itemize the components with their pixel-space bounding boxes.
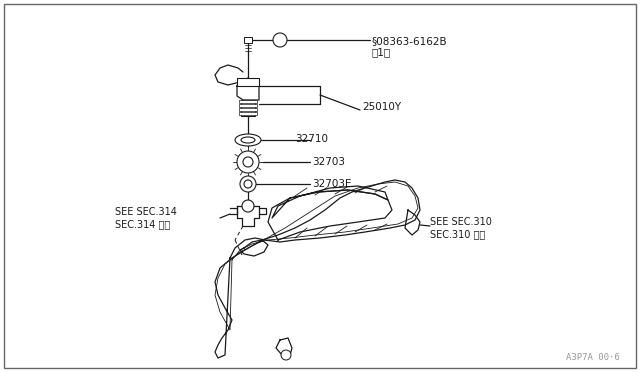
Bar [239, 100, 257, 103]
Circle shape [237, 151, 259, 173]
Text: SEE SEC.310: SEE SEC.310 [430, 217, 492, 227]
Bar [237, 78, 259, 86]
Text: §08363-6162B
（1）: §08363-6162B （1） [372, 36, 447, 58]
Bar [241, 100, 255, 116]
Bar [239, 108, 257, 111]
Text: SEE SEC.314: SEE SEC.314 [115, 207, 177, 217]
Circle shape [244, 180, 252, 188]
Circle shape [242, 200, 254, 212]
Ellipse shape [241, 137, 255, 143]
Ellipse shape [235, 134, 261, 146]
Text: S: S [277, 35, 283, 45]
Circle shape [243, 157, 253, 167]
Bar [244, 37, 252, 43]
Text: A3P7A 00·6: A3P7A 00·6 [566, 353, 620, 362]
Text: SEC.310 参照: SEC.310 参照 [430, 229, 485, 239]
Bar [239, 104, 257, 107]
Circle shape [273, 33, 287, 47]
Text: 25010Y: 25010Y [362, 102, 401, 112]
Text: 32703E: 32703E [312, 179, 351, 189]
Circle shape [240, 176, 256, 192]
Bar [239, 112, 257, 115]
Text: SEC.314 参照: SEC.314 参照 [115, 219, 170, 229]
Text: 32703: 32703 [312, 157, 345, 167]
Text: 32710: 32710 [295, 134, 328, 144]
Circle shape [281, 350, 291, 360]
